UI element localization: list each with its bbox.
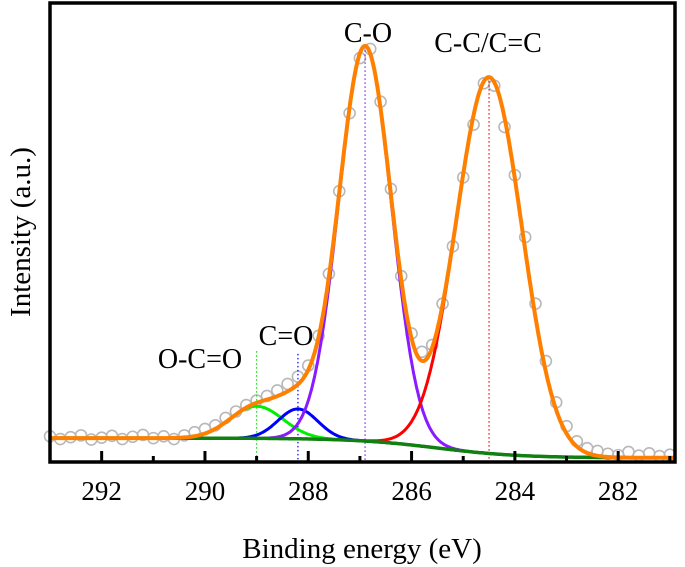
x-tick-label: 284 bbox=[495, 476, 536, 506]
peak-label-c-o: C-O bbox=[344, 18, 392, 49]
x-tick-label: 292 bbox=[81, 476, 122, 506]
peak-label-o-c-o: O-C=O bbox=[158, 344, 242, 375]
data-points bbox=[43, 42, 677, 463]
plot-frame bbox=[48, 1, 677, 464]
x-tick-label: 282 bbox=[598, 476, 639, 506]
envelope-curve bbox=[50, 43, 675, 460]
x-tick-label: 288 bbox=[288, 476, 329, 506]
data-point bbox=[74, 429, 88, 442]
fit-curves bbox=[50, 43, 675, 460]
x-axis-label: Binding energy (eV) bbox=[242, 533, 481, 565]
peak-marker-lines bbox=[256, 46, 490, 462]
axes: 292 290 288 286 284 282 bbox=[48, 1, 677, 506]
x-tick-label: 290 bbox=[185, 476, 226, 506]
x-tick-label: 286 bbox=[391, 476, 432, 506]
peak-label-c-double-o: C=O bbox=[259, 321, 314, 352]
y-axis-label: Intensity (a.u.) bbox=[5, 147, 37, 317]
peak-label-c-c: C-C/C=C bbox=[434, 28, 542, 59]
